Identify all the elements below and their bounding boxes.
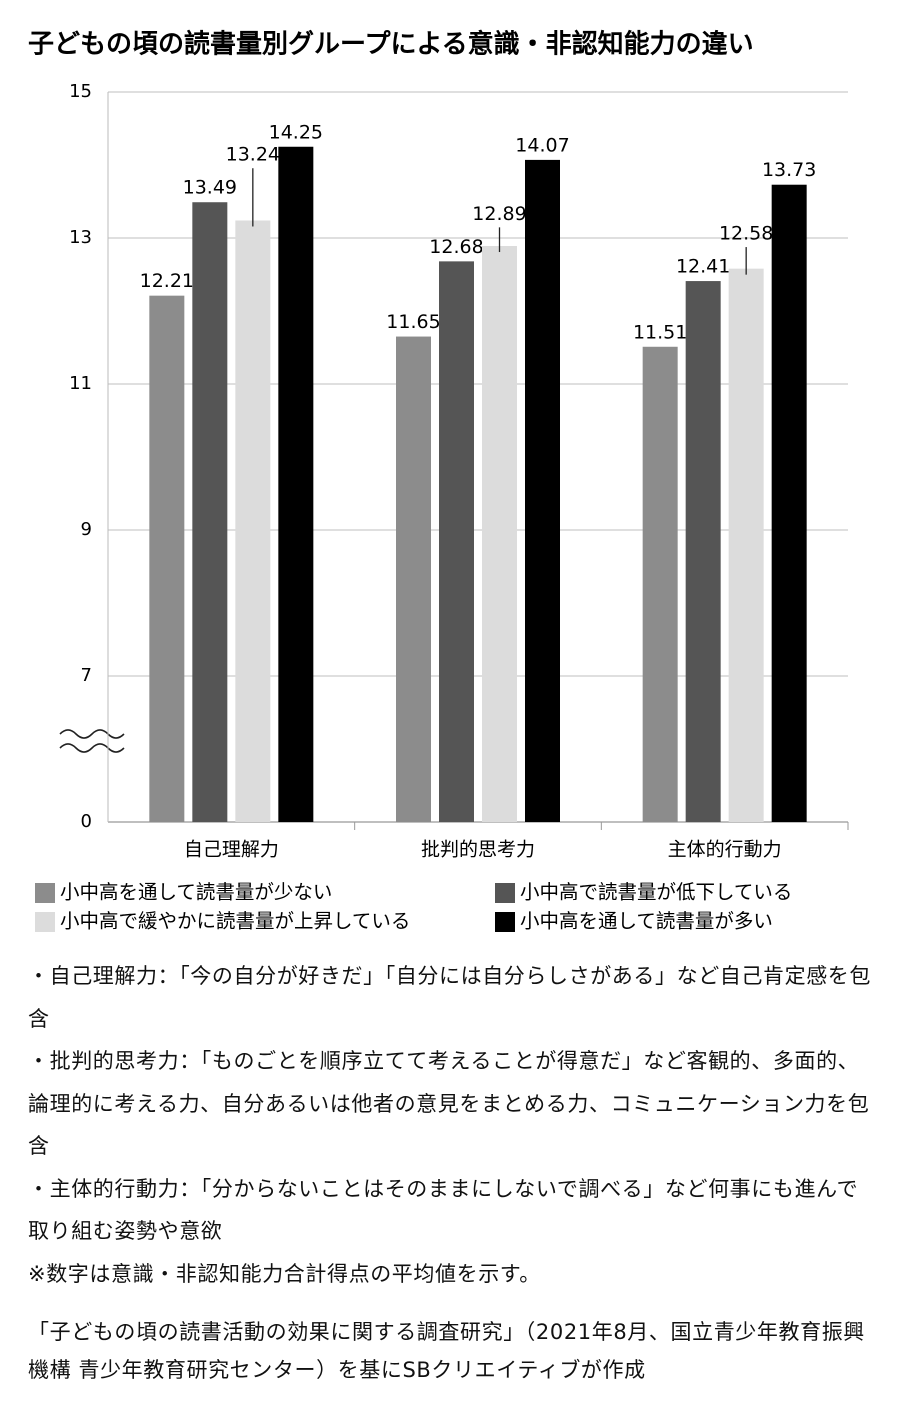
value-label: 12.21 [140,270,194,292]
value-label: 14.25 [269,121,323,143]
y-tick-label: 11 [69,373,92,394]
bar [278,146,314,822]
bar [771,184,807,822]
x-tick-label: 主体的行動力 [668,839,782,861]
bar [525,159,560,822]
chart: 子どもの頃の読書量別グループによる意識・非認知能力の違い 0 7 9 11 13 15 自己… [28,29,849,933]
legend-label: 小中高を通して読書量が少ない [60,881,332,904]
note: ・批判的思考力：「ものごとを順序立てて考えることが得意だ」など客観的、多面的、論… [28,1049,870,1158]
value-label: 14.07 [515,134,569,156]
bar [192,202,228,823]
legend-label: 小中高で緩やかに読書量が上昇している [60,910,410,933]
y-tick-label: 13 [69,227,92,248]
y-tick-label: 7 [81,665,92,686]
bar [482,246,517,822]
axis-break-mark [59,729,125,753]
legend-label: 小中高を通して読書量が多い [520,910,773,933]
bar [149,295,185,822]
value-label: 12.68 [429,236,483,258]
note: ・主体的行動力：「分からないことはそのままにしないで調べる」など何事にも進んで取… [28,1176,859,1244]
value-label: 13.49 [183,177,237,199]
bar [235,220,271,823]
legend-swatch [35,883,55,903]
bar [396,336,431,822]
x-tick-label: 批判的思考力 [421,839,535,861]
value-label: 11.51 [633,321,687,343]
bar [685,281,721,822]
bar [642,346,678,822]
notes: ・自己理解力：「今の自分が好きだ」「自分には自分らしさがある」など自己肯定感を包… [28,955,873,1389]
value-label: 13.73 [762,159,816,181]
value-label: 12.58 [719,223,773,245]
legend-swatch [35,912,55,932]
note: ・自己理解力：「今の自分が好きだ」「自分には自分らしさがある」など自己肯定感を包… [28,964,871,1031]
x-tick-label: 自己理解力 [184,839,279,861]
legend-swatch [495,912,515,932]
chart-title: 子どもの頃の読書量別グループによる意識・非認知能力の違い [28,29,754,60]
legend-swatch [495,883,515,903]
bar [439,261,474,822]
note: ※数字は意識・非認知能力合計得点の平均値を示す。 [28,1261,541,1286]
bar [728,268,764,822]
y-tick-label: 15 [69,81,92,102]
value-label: 12.41 [676,256,730,278]
value-label: 13.24 [226,144,280,166]
source: 「子どもの頃の読書活動の効果に関する調査研究」（2021年8月、国立青少年教育振… [28,1320,865,1382]
legend-label: 小中高で読書量が低下している [520,881,792,904]
value-label: 11.65 [386,311,440,333]
value-label: 12.89 [472,203,526,225]
y-tick-label: 0 [81,811,92,832]
y-tick-label: 9 [81,519,92,540]
